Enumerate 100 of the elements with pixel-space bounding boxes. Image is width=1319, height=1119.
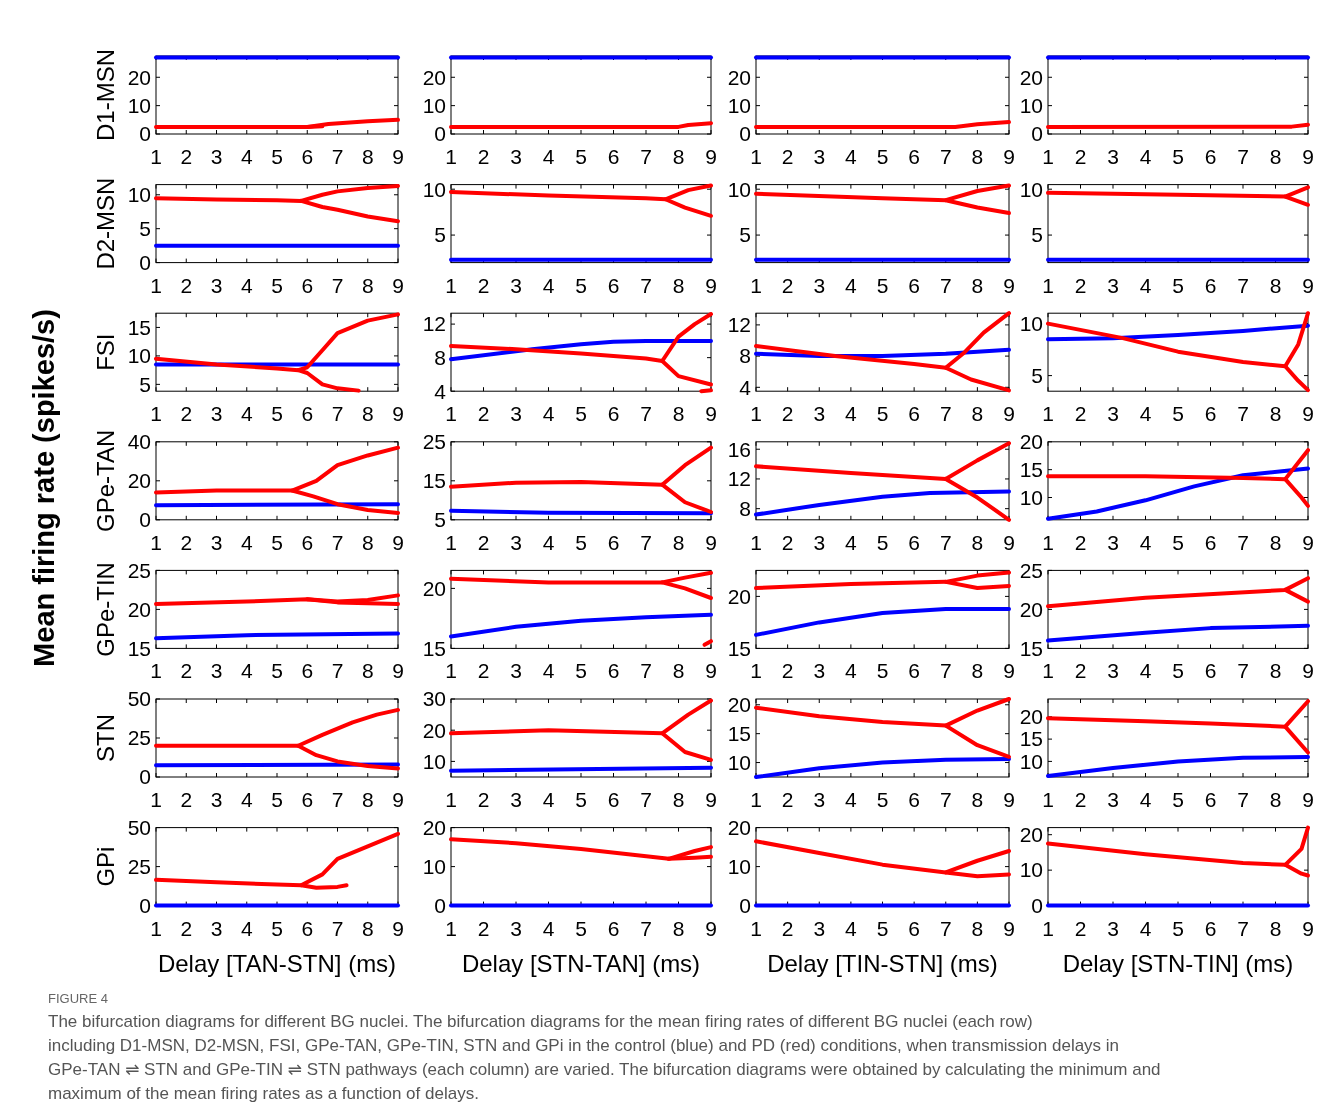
y-tick-label: 0 [1031,122,1043,146]
x-tick-label: 7 [640,530,652,554]
y-tick-label: 5 [434,223,446,247]
x-tick-label: 2 [477,788,490,811]
y-tick-label: 15 [1019,727,1043,751]
x-tick-label: 5 [575,788,587,811]
y-tick-label: 10 [422,93,446,117]
x-tick-label: 4 [240,916,253,940]
x-tick-label: 1 [445,145,457,168]
x-tick-label: 3 [813,145,826,168]
x-tick-label: 6 [301,402,314,426]
x-tick-label: 8 [1269,273,1282,297]
x-tick-label: 8 [672,788,685,811]
y-tick-label: 0 [1031,893,1043,917]
x-tick-label: 9 [1003,145,1015,168]
x-tick-label: 3 [510,659,522,683]
x-tick-label: 2 [1074,659,1087,683]
x-tick-label: 2 [1074,788,1087,811]
x-tick-label: 9 [392,530,404,554]
x-tick-label: 5 [271,530,283,554]
x-tick-label: 6 [1204,145,1217,168]
x-tick-label: 4 [1139,659,1152,683]
x-tick-label: 6 [1204,402,1217,426]
x-tick-label: 8 [971,402,984,426]
x-tick-label: 8 [672,530,685,554]
x-tick-label: 7 [331,145,344,168]
x-tick-label: 6 [607,916,620,940]
y-tick-label: 4 [434,379,447,403]
y-tick-label: 20 [727,693,751,717]
x-tick-label: 4 [845,402,858,426]
x-tick-label: 6 [1204,273,1217,297]
x-tick-label: 4 [845,145,858,168]
x-tick-label: 2 [180,916,193,940]
x-tick-label: 9 [705,145,717,168]
x-tick-label: 8 [971,788,984,811]
x-tick-label: 4 [1139,402,1152,426]
x-tick-label: 9 [392,273,404,297]
x-tick-label: 7 [1237,273,1249,297]
x-tick-label: 4 [542,659,555,683]
x-tick-label: 4 [845,273,858,297]
x-tick-label: 2 [1074,530,1087,554]
x-tick-label: 1 [445,788,457,811]
x-tick-label: 9 [392,402,404,426]
x-tick-label: 4 [542,788,555,811]
x-tick-label: 1 [1042,402,1054,426]
x-tick-label: 8 [1269,145,1282,168]
x-tick-label: 2 [180,145,193,168]
y-tick-label: 20 [422,718,446,742]
x-tick-label: 3 [813,788,826,811]
y-tick-label: 10 [422,854,446,878]
y-tick-label: 20 [127,597,151,621]
text: Mean firing rate (spikes/s) [28,309,60,667]
y-tick-label: 0 [739,122,751,146]
y-tick-label: 10 [1019,311,1043,335]
text: The bifurcation diagrams for different BG nuclei. The bifurcation diagrams for the mean firing rates of different BG nuclei (each row) including D1-MSN, D2-MSN, FSI, GPe-TAN, GPe-TIN, STN and GPi in the control (blue) and PD (red) conditions, when transmission delays in GPe-TAN ⇌ STN and GPe-TIN ⇌ STN pathways (each column) are varied. The bifurcation diagrams were obtained by calculating the minimum and maximum of the mean firing rates as a function of delays. [48,1012,1161,1103]
y-tick-label: 20 [127,65,151,89]
x-tick-label: 2 [477,402,490,426]
x-tick-label: 1 [1042,145,1054,168]
x-tick-label: 9 [705,659,717,683]
x-tick-label: 1 [1042,530,1054,554]
x-tick-label: 3 [813,659,826,683]
y-tick-label: 5 [139,372,151,396]
y-tick-label: 20 [1019,65,1043,89]
x-tick-label: 5 [271,402,283,426]
x-tick-label: 4 [240,530,253,554]
x-tick-label: 6 [908,659,920,683]
x-tick-label: 4 [845,788,858,811]
x-tick-label: 5 [575,659,587,683]
x-tick-label: 7 [939,659,952,683]
x-tick-label: 6 [301,659,314,683]
y-tick-label: 0 [434,122,446,146]
y-tick-label: 50 [127,687,151,711]
y-tick-label: 15 [727,722,751,746]
x-tick-label: 2 [477,273,490,297]
x-tick-label: 8 [971,659,984,683]
y-tick-label: 20 [727,584,751,608]
x-tick-label: 3 [210,916,223,940]
x-tick-label: 6 [908,530,920,554]
x-tick-label: 9 [1302,145,1314,168]
x-tick-label: 5 [271,916,283,940]
y-tick-label: 16 [727,437,751,461]
x-tick-label: 8 [672,659,685,683]
x-tick-label: 5 [876,145,889,168]
x-tick-label: 3 [1107,402,1119,426]
y-tick-label: 20 [1019,430,1043,454]
y-tick-label: 12 [422,312,446,336]
x-tick-label: 9 [1003,788,1015,811]
x-tick-label: 1 [1042,916,1054,940]
y-tick-label: 0 [139,122,151,146]
x-tick-label: 8 [971,145,984,168]
x-tick-label: 6 [908,145,920,168]
y-tick-label: 15 [1019,458,1043,482]
x-tick-label: 6 [1204,530,1217,554]
y-tick-label: 20 [727,815,751,839]
x-tick-label: 6 [1204,916,1217,940]
x-tick-label: 7 [939,788,952,811]
y-tick-label: 0 [139,765,151,789]
x-tick-label: 2 [180,659,193,683]
x-tick-label: 4 [240,402,253,426]
x-tick-label: 5 [271,273,283,297]
